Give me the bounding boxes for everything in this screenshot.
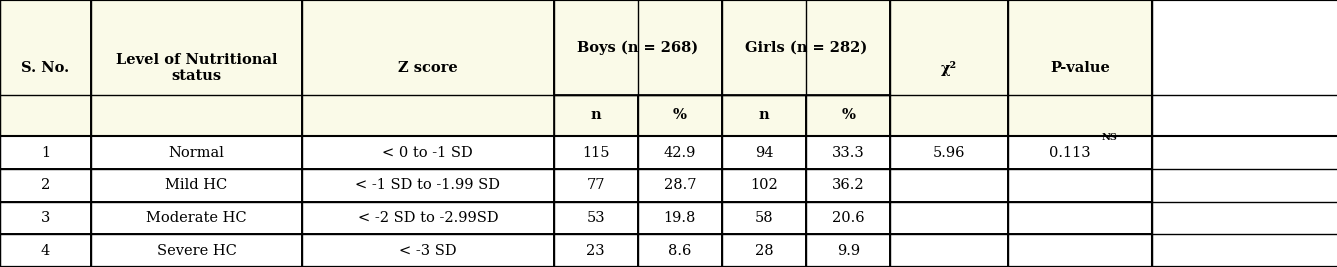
Bar: [806, 136, 890, 169]
Bar: [1008, 0, 1152, 136]
Text: Level of Nutritional
status: Level of Nutritional status: [116, 53, 277, 83]
Text: Mild HC: Mild HC: [166, 178, 227, 192]
Text: 42.9: 42.9: [663, 146, 697, 159]
Bar: [302, 169, 554, 202]
Text: 77: 77: [587, 178, 604, 192]
Bar: [554, 136, 638, 169]
Bar: [0, 169, 91, 202]
Text: 4: 4: [41, 244, 49, 258]
Bar: [638, 169, 722, 202]
Text: Moderate HC: Moderate HC: [146, 211, 247, 225]
Bar: [890, 202, 1008, 234]
Bar: [0, 0, 91, 136]
Bar: [302, 136, 554, 169]
Bar: [302, 0, 554, 136]
Text: n: n: [759, 108, 769, 123]
Text: %: %: [673, 108, 687, 123]
Bar: [1008, 0, 1152, 136]
Bar: [890, 234, 1008, 267]
Bar: [890, 0, 1008, 136]
Bar: [302, 202, 554, 234]
Bar: [1008, 136, 1152, 169]
Bar: [722, 0, 806, 136]
Bar: [91, 234, 302, 267]
Bar: [302, 234, 554, 267]
Bar: [1008, 169, 1152, 202]
Text: < 0 to -1 SD: < 0 to -1 SD: [382, 146, 473, 159]
Text: Normal: Normal: [168, 146, 225, 159]
Text: < -2 SD to -2.99SD: < -2 SD to -2.99SD: [357, 211, 499, 225]
Bar: [1008, 234, 1152, 267]
Text: Z score: Z score: [398, 61, 457, 75]
Text: 8.6: 8.6: [668, 244, 691, 258]
Text: 1: 1: [41, 146, 49, 159]
Text: 0.113: 0.113: [1048, 146, 1091, 159]
Bar: [91, 202, 302, 234]
Text: 5.96: 5.96: [933, 146, 965, 159]
Bar: [890, 0, 1008, 136]
Text: Girls (n = 282): Girls (n = 282): [745, 40, 868, 54]
Bar: [0, 136, 91, 169]
Text: 3: 3: [40, 211, 51, 225]
Text: S. No.: S. No.: [21, 61, 70, 75]
Bar: [554, 0, 722, 95]
Bar: [554, 169, 638, 202]
Text: %: %: [841, 108, 856, 123]
Text: 36.2: 36.2: [832, 178, 865, 192]
Bar: [91, 169, 302, 202]
Text: n: n: [591, 108, 600, 123]
Bar: [806, 202, 890, 234]
Bar: [638, 136, 722, 169]
Bar: [722, 0, 890, 95]
Bar: [91, 0, 302, 136]
Bar: [0, 0, 91, 136]
Bar: [91, 136, 302, 169]
Text: 23: 23: [587, 244, 604, 258]
Text: 115: 115: [582, 146, 610, 159]
Bar: [91, 0, 302, 136]
Bar: [638, 234, 722, 267]
Text: χ²: χ²: [941, 61, 957, 76]
Text: < -3 SD: < -3 SD: [398, 244, 457, 258]
Text: 9.9: 9.9: [837, 244, 860, 258]
Text: 28.7: 28.7: [663, 178, 697, 192]
Bar: [0, 202, 91, 234]
Bar: [722, 136, 806, 169]
Bar: [722, 202, 806, 234]
Bar: [806, 0, 890, 136]
Text: 20.6: 20.6: [832, 211, 865, 225]
Bar: [0, 234, 91, 267]
Text: P-value: P-value: [1051, 61, 1110, 75]
Text: 53: 53: [587, 211, 604, 225]
Bar: [890, 136, 1008, 169]
Bar: [806, 169, 890, 202]
Bar: [554, 234, 638, 267]
Text: 33.3: 33.3: [832, 146, 865, 159]
Text: 28: 28: [755, 244, 773, 258]
Text: 94: 94: [755, 146, 773, 159]
Bar: [302, 0, 554, 136]
Bar: [806, 234, 890, 267]
Text: 2: 2: [41, 178, 49, 192]
Bar: [890, 169, 1008, 202]
Bar: [638, 202, 722, 234]
Text: < -1 SD to -1.99 SD: < -1 SD to -1.99 SD: [356, 178, 500, 192]
Bar: [554, 202, 638, 234]
Bar: [722, 234, 806, 267]
Text: 58: 58: [755, 211, 773, 225]
Bar: [638, 0, 722, 136]
Bar: [554, 0, 638, 136]
Text: 102: 102: [750, 178, 778, 192]
Text: Severe HC: Severe HC: [156, 244, 237, 258]
Text: Boys (n = 268): Boys (n = 268): [578, 40, 698, 54]
Bar: [722, 169, 806, 202]
Bar: [1008, 202, 1152, 234]
Text: NS: NS: [1102, 133, 1118, 142]
Text: 19.8: 19.8: [663, 211, 697, 225]
